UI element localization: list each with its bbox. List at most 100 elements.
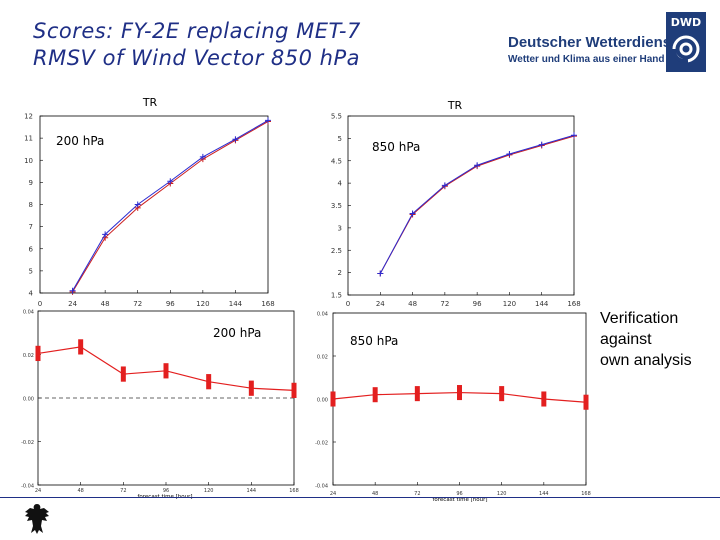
x-tick-label: 48 [408,300,417,308]
x-tick-label: 72 [440,300,449,308]
x-tick-label: 120 [204,488,214,494]
side-note-line-3: own analysis [600,352,692,369]
x-tick-label: 120 [497,491,507,497]
y-tick-label: 3 [338,224,342,232]
top-left-panel-label: 200 hPa [56,134,104,148]
y-tick-label: -0.02 [315,441,328,447]
x-tick-label: 48 [101,300,110,308]
bottom-right-xlabel: forecast time [hour] [432,497,487,503]
x-tick-label: 144 [247,488,257,494]
y-tick-label: 1.5 [331,292,342,300]
data-point-marker [538,141,545,148]
y-tick-label: 11 [24,135,33,143]
logo-name: Deutscher Wetterdienst [508,34,677,51]
x-tick-label: 120 [196,300,209,308]
y-tick-label: 0.00 [23,397,34,403]
confidence-bar [35,345,41,362]
y-tick-label: 4 [29,290,34,298]
confidence-bar [541,391,547,407]
y-tick-label: 4.5 [331,157,342,165]
x-tick-label: 96 [473,300,482,308]
confidence-bar [120,366,126,382]
y-tick-label: -0.02 [21,440,34,446]
title-line-2: RMSV of Wind Vector 850 hPa [33,46,361,70]
x-tick-label: 24 [330,491,336,497]
dwd-logo: Deutscher Wetterdienst Wetter und Klima … [508,12,713,72]
top-right-region-label: TR [447,99,463,112]
y-tick-label: 0.04 [23,310,34,316]
confidence-bar [414,386,420,402]
y-tick-label: 0.04 [317,312,328,318]
confidence-bar [291,382,297,398]
confidence-bar [163,363,169,379]
data-point-marker [265,117,271,124]
y-tick-label: 2.5 [331,247,342,255]
confidence-bar [457,385,462,401]
x-tick-label: 144 [229,300,243,308]
confidence-bar [206,374,212,390]
x-tick-label: 144 [539,491,549,497]
logo-subtitle: Wetter und Klima aus einer Hand [508,54,665,65]
confidence-bar [372,387,378,403]
data-point-marker [69,287,76,294]
x-tick-label: 48 [372,491,378,497]
y-tick-label: -0.04 [315,484,328,490]
chart-panel-top-right: TR 850 hPa 1.522.533.544.555.50 24 48 72 96 1… [331,99,581,308]
confidence-bar [499,386,505,402]
y-tick-label: 9 [29,179,33,187]
x-tick-label: 96 [163,488,169,494]
y-tick-label: 12 [24,113,33,121]
x-tick-label: 72 [120,488,126,494]
chart-panel-bottom-right: 850 hPa forecast time [hour] 0.04 0.02 0.0… [315,312,591,504]
data-point-marker [167,178,174,185]
x-tick-label: 72 [414,491,420,497]
logo-badge: DWD [671,16,701,29]
y-tick-label: 2 [338,269,342,277]
x-tick-label: 168 [289,488,299,494]
confidence-bar [78,339,84,355]
data-point-marker [232,136,239,143]
x-tick-label: 168 [567,300,580,308]
confidence-bar [330,391,336,407]
y-tick-label: 0.02 [317,355,328,361]
side-note-line-1: Verification [600,310,679,327]
x-tick-label: 96 [166,300,175,308]
series-line-fy-2e [379,134,575,274]
top-left-region-label: TR [142,96,158,109]
x-tick-label: 24 [376,300,385,308]
title-line-1: Scores: FY-2E replacing MET-7 [33,19,361,43]
slide-title: Scores: FY-2E replacing MET-7 RMSV of Wi… [33,18,361,72]
x-tick-label: 24 [35,488,41,494]
y-tick-label: 5 [29,267,33,275]
x-tick-label: 96 [456,491,462,497]
data-point-marker [102,231,109,238]
x-tick-label: 24 [68,300,77,308]
data-point-marker [506,151,513,158]
y-tick-label: 3.5 [331,202,342,210]
x-tick-label: 168 [261,300,274,308]
data-point-marker [199,153,206,160]
x-tick-label: 120 [503,300,516,308]
top-right-plot: 1.5 2 2.5 3 3.5 4 4.5 5 5.5 0 24 48 72 96 120 144 168 [331,113,581,309]
y-tick-label: -0.04 [21,484,34,490]
x-tick-label: 72 [133,300,142,308]
y-tick-label: 6 [29,245,34,253]
y-tick-label: 10 [24,157,33,165]
y-tick-label: 5.5 [331,113,342,121]
data-point-marker [134,201,141,208]
data-point-marker [441,182,448,189]
y-tick-label: 4 [338,180,343,188]
x-tick-label: 0 [346,300,350,308]
y-tick-label: 7 [29,223,33,231]
y-tick-label: 0.00 [317,398,328,404]
data-point-marker [571,132,577,139]
side-note: Verification against own analysis [600,308,692,371]
bottom-right-panel-label: 850 hPa [350,334,398,348]
top-right-panel-label: 850 hPa [372,140,420,154]
confidence-bar [248,380,254,396]
y-tick-label: 0.02 [23,353,34,359]
